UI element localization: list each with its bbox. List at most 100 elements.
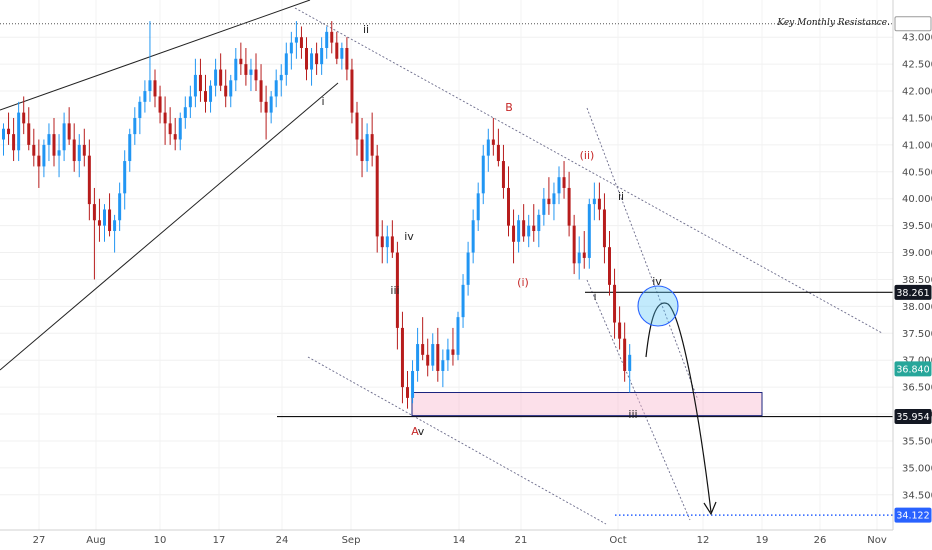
support-zone-rect — [411, 392, 763, 417]
candle — [441, 349, 445, 388]
candle-body — [27, 123, 31, 145]
candle-body — [461, 284, 465, 318]
candle — [597, 182, 601, 221]
candle — [582, 231, 586, 269]
candle-body — [198, 74, 202, 92]
candle — [567, 171, 571, 237]
candle-body — [390, 236, 394, 253]
y-tick-label: 37.000 — [902, 356, 932, 367]
y-tick-label: 42.500 — [902, 60, 932, 71]
candle — [249, 58, 253, 92]
candle — [209, 80, 213, 113]
candle-body — [224, 85, 228, 97]
candle — [411, 360, 415, 404]
candle-body — [17, 112, 21, 151]
candle-body — [57, 150, 61, 156]
candle — [491, 117, 495, 156]
candle-body — [87, 155, 91, 205]
candle — [370, 112, 374, 167]
candle — [269, 91, 273, 124]
candle — [325, 26, 329, 59]
candle-body — [416, 344, 420, 371]
candle-body — [552, 193, 556, 205]
projection-arrow-path — [645, 302, 712, 513]
candle-body — [335, 42, 339, 59]
candle-body — [244, 64, 248, 75]
candle-body — [587, 204, 591, 258]
candle — [27, 107, 31, 151]
candle — [214, 58, 218, 97]
candle — [360, 117, 364, 178]
candle-body — [355, 112, 359, 140]
candle — [118, 182, 122, 232]
candle — [527, 214, 531, 248]
candle-body — [2, 128, 5, 140]
candle — [2, 123, 5, 156]
price-tag-box — [894, 409, 932, 425]
y-tick-label: 34.500 — [902, 490, 932, 501]
candle-body — [375, 155, 379, 237]
candles — [2, 21, 632, 409]
candle-body — [52, 134, 56, 156]
candle-body — [456, 317, 460, 355]
candle — [542, 187, 546, 226]
candle — [501, 144, 505, 199]
candle — [587, 198, 591, 269]
candle-body — [274, 80, 278, 97]
candle-body — [148, 80, 152, 92]
candle — [471, 209, 475, 264]
wave-label: iii — [628, 408, 637, 421]
candle — [517, 214, 521, 253]
candle — [431, 333, 435, 371]
wave-label: (ii) — [580, 149, 595, 162]
wave-label: ii — [363, 23, 369, 36]
candle — [188, 85, 192, 118]
candle — [537, 209, 541, 248]
candle-body — [249, 69, 253, 75]
candle — [87, 139, 91, 221]
candle-body — [522, 220, 526, 237]
candle-body — [294, 37, 298, 43]
candle-body — [299, 37, 303, 48]
candle — [436, 327, 440, 382]
candle — [239, 42, 243, 75]
candle-body — [436, 344, 440, 371]
candle-body — [451, 349, 455, 355]
candle-body — [168, 123, 172, 135]
y-tick-label: 40.000 — [902, 194, 932, 205]
candle-body — [229, 80, 233, 97]
candle-body — [133, 117, 137, 135]
candle — [299, 26, 303, 59]
candle-body — [284, 53, 288, 75]
x-tick-label: 24 — [276, 535, 289, 546]
candle — [108, 193, 112, 237]
candle-body — [441, 360, 445, 371]
key-monthly-resistance-note: Key Monthly Resistance. — [776, 18, 890, 28]
candle-body — [496, 144, 500, 162]
lower-channel-line — [307, 356, 607, 525]
candle — [173, 117, 177, 151]
y-tick-label: 40.500 — [902, 167, 932, 178]
candle — [37, 139, 41, 188]
candle — [608, 231, 611, 296]
x-tick-label: 10 — [154, 535, 167, 546]
candle — [67, 107, 71, 145]
candle — [466, 241, 470, 296]
candle-body — [163, 112, 167, 124]
candle — [42, 139, 46, 178]
steep-channel-left-line — [586, 279, 691, 521]
candle — [365, 123, 369, 172]
candle — [193, 58, 197, 108]
candle — [279, 64, 283, 97]
candle-body — [118, 193, 122, 221]
candle-body — [239, 58, 243, 65]
price-tag-box — [894, 507, 932, 523]
candle — [406, 370, 409, 409]
price-tag-box — [894, 361, 932, 377]
price-tag: 36.840 — [894, 361, 932, 377]
y-tick-label: 36.500 — [902, 383, 932, 394]
candle — [259, 64, 263, 113]
projection — [637, 285, 717, 516]
candle-body — [123, 161, 127, 194]
